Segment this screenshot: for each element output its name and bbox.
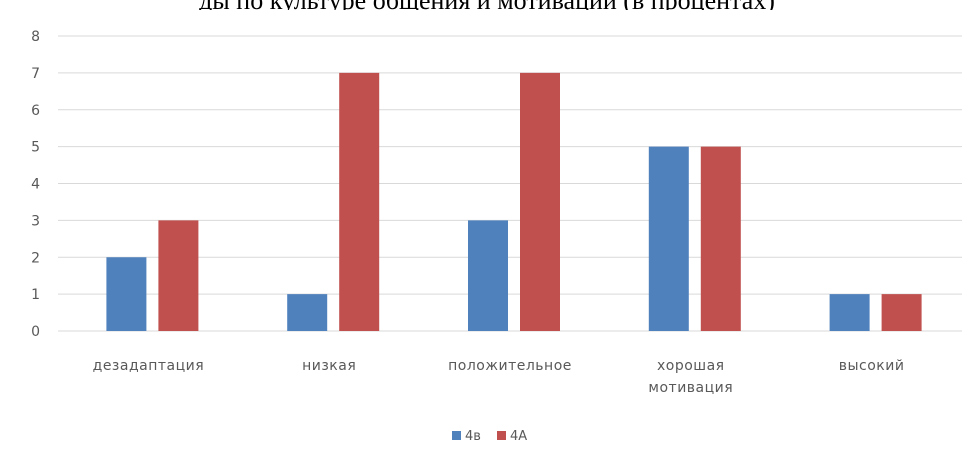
- category-label: хорошая: [657, 358, 725, 374]
- y-tick-label: 2: [31, 250, 40, 266]
- y-tick-label: 7: [31, 66, 40, 82]
- y-tick-label: 8: [31, 29, 40, 45]
- legend-label: 4в: [465, 429, 481, 444]
- y-tick-label: 6: [31, 103, 40, 119]
- bar-4А: [158, 220, 199, 331]
- y-tick-label: 4: [31, 177, 40, 193]
- y-tick-label: 0: [31, 324, 40, 340]
- legend-label: 4А: [510, 429, 527, 444]
- category-label: мотивация: [648, 380, 733, 396]
- document-text-fragment: ды по культуре общения и мотивации (в пр…: [0, 0, 974, 10]
- bar-4А: [520, 72, 560, 331]
- category-label: дезадаптация: [93, 358, 205, 374]
- bar-4в: [468, 220, 508, 331]
- category-label: высокий: [839, 358, 905, 374]
- bar-4в: [106, 257, 147, 331]
- y-axis-ticks: 0 1 2 3 4 5 6 7 8: [31, 29, 40, 340]
- category-label: положительное: [448, 358, 572, 374]
- y-tick-label: 3: [31, 213, 40, 229]
- y-tick-label: 5: [31, 140, 40, 156]
- category-label: низкая: [302, 358, 356, 374]
- y-tick-label: 1: [31, 287, 40, 303]
- bar-4А: [881, 294, 922, 331]
- legend-swatch: [497, 431, 506, 440]
- bar-4А: [700, 146, 741, 331]
- bar-4в: [287, 294, 328, 331]
- legend-swatch: [452, 431, 461, 440]
- bar-4А: [339, 72, 380, 331]
- x-axis-categories: дезадаптация низкая положительное хорошая мо…: [93, 358, 905, 396]
- bars: [106, 72, 922, 331]
- bar-4в: [648, 146, 689, 331]
- legend: 4в 4А: [452, 429, 527, 444]
- gridlines: [58, 35, 962, 332]
- bar-4в: [829, 294, 870, 331]
